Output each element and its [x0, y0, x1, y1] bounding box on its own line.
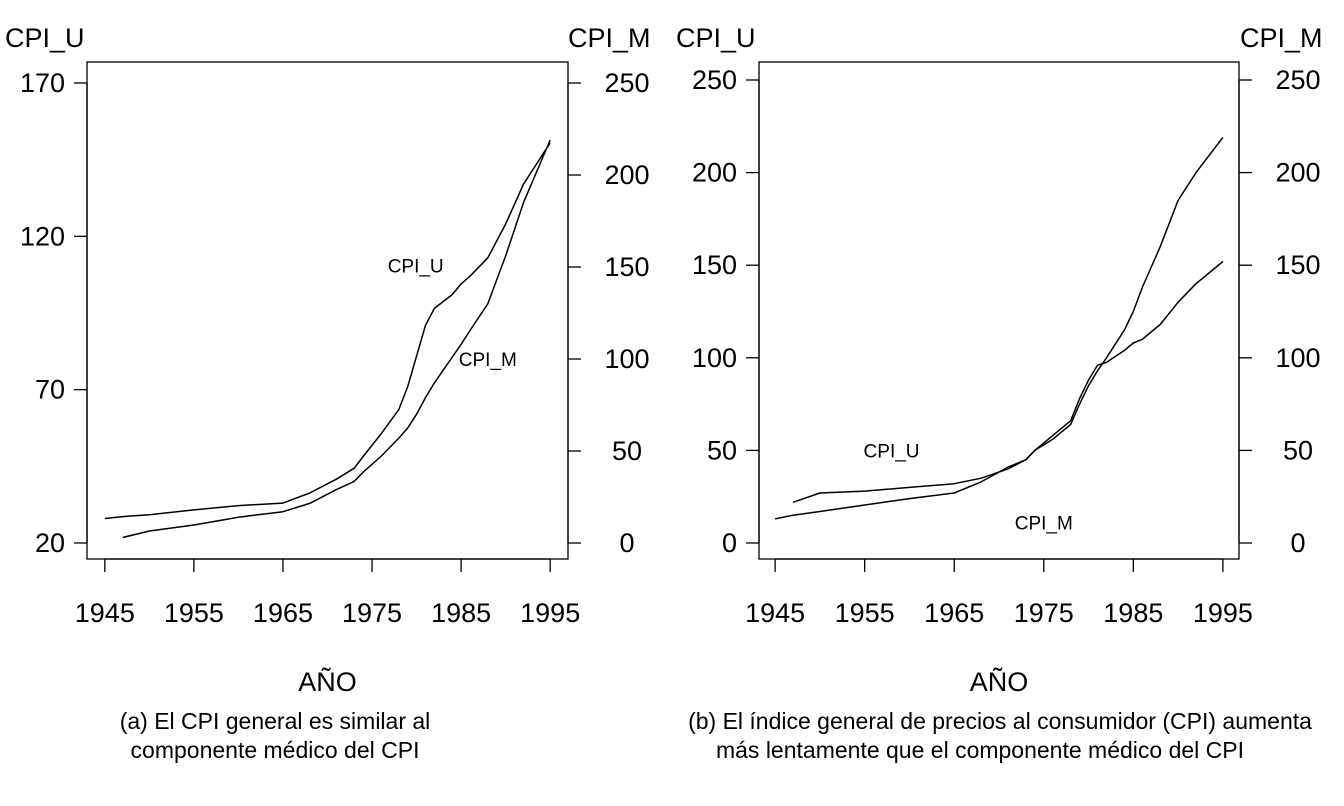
- caption-a-line1: (a) El CPI general es similar al: [119, 708, 431, 734]
- left-tick-label: 70: [35, 375, 65, 405]
- left-tick-label: 150: [692, 250, 737, 280]
- caption-a: (a) El CPI general es similar al compone…: [100, 707, 450, 765]
- x-axis-title: AÑO: [970, 666, 1029, 697]
- x-tick-label: 1995: [1193, 598, 1253, 628]
- x-tick-label: 1985: [1103, 598, 1163, 628]
- panel-a: 20 70 120 170 0 50 100 150 200 250 1945 1955 1965 197…: [5, 23, 651, 697]
- right-tick-label: 0: [1290, 528, 1305, 558]
- left-tick-label: 100: [692, 343, 737, 373]
- panel-b: 0 50 100 150 200 250 0 50 100 150 200 250 1945 1955 19…: [676, 23, 1323, 697]
- left-tick-label: 120: [20, 221, 65, 251]
- x-tick-label: 1945: [745, 598, 805, 628]
- left-tick-label: 200: [692, 158, 737, 188]
- plot-frame: [758, 61, 1240, 560]
- series-annotation: CPI_U: [388, 256, 444, 277]
- x-tick-label: 1965: [924, 598, 984, 628]
- left-tick-label: 0: [722, 528, 737, 558]
- left-tick-label: 50: [707, 435, 737, 465]
- series-line-cpi_m: [122, 139, 551, 539]
- caption-b: (b) El índice general de precios al cons…: [656, 707, 1344, 765]
- left-tick-label: 170: [20, 68, 65, 98]
- right-tick-label: 100: [604, 344, 649, 374]
- left-tick-label: 20: [35, 528, 65, 558]
- right-tick-label: 100: [1275, 343, 1320, 373]
- right-tick-label: 0: [619, 528, 634, 558]
- x-tick-label: 1975: [1014, 598, 1074, 628]
- right-tick-label: 150: [1275, 250, 1320, 280]
- right-tick-label: 250: [604, 68, 649, 98]
- series-line-cpi_u: [774, 260, 1224, 520]
- series-annotation: CPI_M: [1015, 514, 1073, 535]
- left-axis-title: CPI_U: [5, 23, 85, 53]
- x-tick-label: 1985: [431, 598, 491, 628]
- x-tick-label: 1975: [342, 598, 402, 628]
- x-axis-title: AÑO: [298, 666, 357, 697]
- x-tick-label: 1945: [75, 598, 135, 628]
- series-annotation: CPI_M: [459, 350, 517, 371]
- series-line-cpi_m: [792, 136, 1224, 504]
- right-tick-label: 50: [612, 436, 642, 466]
- right-tick-label: 150: [604, 252, 649, 282]
- x-tick-label: 1995: [520, 598, 580, 628]
- left-axis-title: CPI_U: [676, 23, 756, 53]
- right-axis-title: CPI_M: [1240, 23, 1323, 53]
- series-line-cpi_u: [104, 142, 551, 520]
- x-tick-label: 1955: [164, 598, 224, 628]
- left-tick-label: 250: [692, 65, 737, 95]
- caption-a-line2: componente médico del CPI: [130, 737, 420, 763]
- right-tick-label: 200: [1275, 158, 1320, 188]
- right-tick-label: 200: [604, 160, 649, 190]
- x-tick-label: 1965: [253, 598, 313, 628]
- caption-b-line1: (b) El índice general de precios al cons…: [688, 708, 1312, 734]
- caption-b-line2: más lentamente que el componente médico …: [715, 737, 1245, 763]
- right-axis-title: CPI_M: [568, 23, 651, 53]
- right-tick-label: 50: [1283, 435, 1313, 465]
- right-tick-label: 250: [1275, 65, 1320, 95]
- x-tick-label: 1955: [835, 598, 895, 628]
- series-annotation: CPI_U: [864, 441, 920, 462]
